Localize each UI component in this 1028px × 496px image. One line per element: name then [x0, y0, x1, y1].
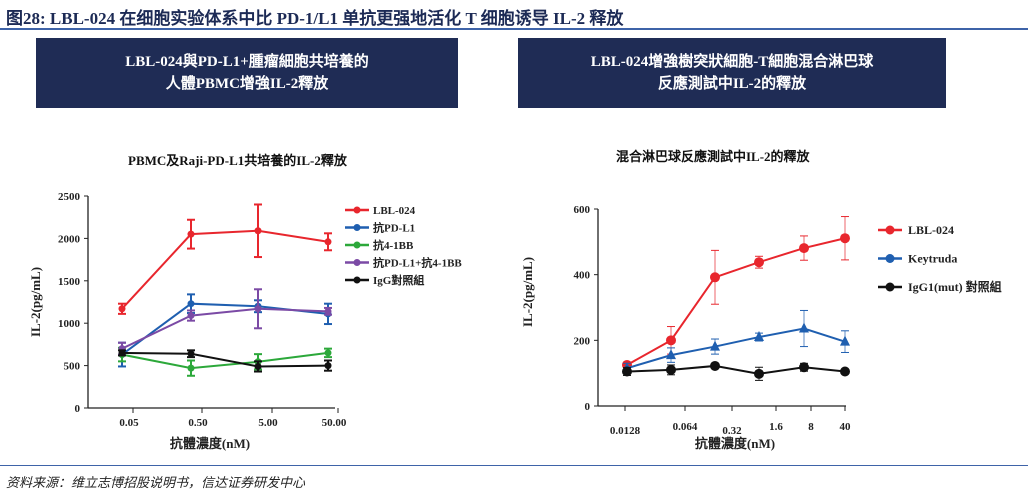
data-point [324, 307, 332, 315]
data-point [622, 366, 632, 377]
x-tick-label: 8 [808, 421, 814, 433]
x-tick-label: 0.32 [722, 425, 742, 437]
x-axis-label: 抗體濃度(nM) [695, 436, 775, 451]
data-point [840, 335, 850, 346]
y-tick-label: 2500 [58, 191, 81, 203]
data-point [187, 350, 195, 358]
y-tick-label: 500 [64, 361, 81, 373]
x-tick-label: 0.05 [119, 417, 139, 429]
footer-divider [0, 465, 1028, 466]
y-axis-label: IL-2(pg/mL) [28, 267, 43, 337]
data-point [666, 349, 676, 360]
y-tick-label: 1500 [58, 276, 81, 288]
x-tick-label: 1.6 [769, 421, 783, 433]
figure-title: 图28: LBL-024 在细胞实验体系中比 PD-1/L1 单抗更强地活化 T… [6, 9, 624, 28]
legend-marker [885, 282, 895, 292]
data-point [254, 227, 262, 235]
y-tick-label: 2000 [58, 233, 81, 245]
x-tick-label: 0.50 [188, 417, 208, 429]
legend-label: 抗PD-L1+抗4-1BB [373, 256, 462, 270]
x-tick-label: 0.064 [673, 421, 698, 433]
title-divider [0, 28, 1028, 30]
legend-label: Keytruda [908, 252, 957, 266]
data-point [324, 238, 332, 246]
data-point [710, 360, 720, 371]
data-point [799, 362, 809, 373]
series-line-1 [626, 327, 846, 370]
legend-marker [885, 254, 895, 263]
series-line-2 [121, 351, 329, 370]
data-point [118, 305, 126, 313]
x-tick-label: 50.00 [322, 417, 347, 429]
data-point [324, 349, 332, 357]
chart-title-right: 混合淋巴球反應測試中IL-2的釋放 [616, 149, 810, 164]
data-point [754, 368, 764, 379]
data-point [187, 364, 195, 372]
data-point [754, 331, 764, 342]
x-axis-label: 抗體濃度(nM) [170, 436, 250, 451]
y-tick-label: 200 [574, 335, 591, 347]
legend-marker [353, 259, 361, 266]
data-point [254, 362, 262, 370]
data-point [754, 257, 764, 268]
legend-label: 抗4-1BB [373, 238, 414, 252]
data-point [187, 300, 195, 308]
legend-marker [353, 206, 361, 214]
panel-header-right: LBL-024增強樹突狀細胞-T細胞混合淋巴球 反應測試中IL-2的釋放 [518, 38, 946, 108]
y-tick-label: 0 [75, 403, 81, 415]
y-tick-label: 600 [574, 204, 591, 216]
y-axis-label: IL-2(pg/mL) [520, 257, 535, 327]
series-line-0 [121, 229, 329, 310]
data-point [666, 364, 676, 375]
data-point [710, 340, 720, 351]
legend-marker [353, 276, 361, 284]
legend-label: 抗PD-L1 [373, 221, 415, 235]
x-tick-label: 5.00 [258, 417, 278, 429]
legend-label: IgG對照組 [373, 273, 424, 287]
series-line-0 [626, 237, 846, 366]
legend-label: LBL-024 [908, 223, 954, 237]
series-line-4 [121, 351, 329, 368]
data-point [840, 366, 850, 377]
data-point [118, 349, 126, 357]
data-point [710, 272, 720, 283]
x-tick-label: 0.0128 [610, 425, 641, 437]
chart-title-left: PBMC及Raji-PD-L1共培養的IL-2釋放 [128, 153, 347, 168]
series-line-3 [121, 307, 329, 350]
legend-marker [353, 224, 361, 231]
legend-marker [885, 225, 895, 235]
legend-marker [353, 241, 361, 249]
data-point [799, 243, 809, 254]
y-tick-label: 1000 [58, 318, 81, 330]
y-tick-label: 0 [585, 401, 591, 413]
y-tick-label: 400 [574, 270, 591, 282]
data-point [666, 335, 676, 346]
source-note: 资料来源：维立志博招股说明书，信达证券研发中心 [6, 475, 306, 490]
panel-header-left: LBL-024與PD-L1+腫瘤細胞共培養的 人體PBMC增強IL-2釋放 [36, 38, 458, 108]
data-point [840, 233, 850, 244]
x-tick-label: 40 [840, 421, 852, 433]
data-point [187, 230, 195, 238]
legend-label: LBL-024 [373, 205, 416, 217]
legend-label: IgG1(mut) 對照組 [908, 279, 1002, 294]
series-line-2 [626, 364, 846, 375]
data-point [324, 362, 332, 370]
data-point [799, 322, 809, 333]
data-point [254, 305, 262, 313]
data-point [187, 312, 195, 320]
